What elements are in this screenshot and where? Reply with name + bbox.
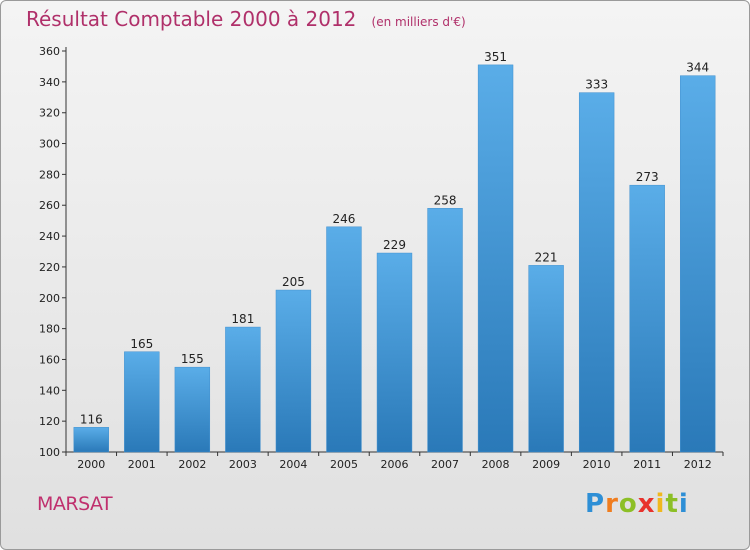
y-tick-label: 140	[39, 384, 60, 397]
chart-title: Résultat Comptable 2000 à 2012	[26, 7, 357, 31]
y-tick-label: 120	[39, 415, 60, 428]
bar-2009	[528, 265, 564, 453]
bar-2000	[73, 427, 109, 453]
data-label-2002: 155	[181, 352, 204, 366]
commune-name: MARSAT	[37, 493, 113, 515]
data-label-2007: 258	[434, 193, 457, 207]
y-tick-label: 300	[39, 138, 60, 151]
logo-letter: P	[585, 489, 606, 519]
logo-letter: i	[678, 489, 689, 519]
bar-2002	[174, 366, 211, 453]
data-label-2001: 165	[130, 337, 153, 351]
x-tick-label-2011: 2011	[633, 458, 661, 471]
data-label-2011: 273	[636, 170, 659, 184]
x-tick-label-2006: 2006	[381, 458, 409, 471]
y-tick-label: 260	[39, 199, 60, 212]
data-label-2010: 333	[585, 78, 608, 92]
x-tick-label-2001: 2001	[128, 458, 156, 471]
bar-2012	[680, 75, 716, 453]
data-label-2004: 205	[282, 275, 305, 289]
data-label-2003: 181	[231, 312, 254, 326]
bar-2006	[376, 252, 413, 453]
bar-2008	[477, 64, 514, 453]
logo-letter: r	[605, 489, 619, 519]
x-tick-label-2012: 2012	[684, 458, 712, 471]
y-tick-label: 320	[39, 107, 60, 120]
x-tick-label-2007: 2007	[431, 458, 459, 471]
data-label-2008: 351	[484, 50, 507, 64]
bar-2004	[275, 289, 312, 453]
y-tick-label: 160	[39, 353, 60, 366]
bar-2001	[124, 351, 160, 453]
x-tick-label-2009: 2009	[532, 458, 560, 471]
data-label-2009: 221	[535, 250, 558, 264]
y-tick-label: 280	[39, 168, 60, 181]
y-tick-label: 240	[39, 230, 60, 243]
y-tick-label: 100	[39, 446, 60, 459]
bar-2010	[578, 92, 615, 453]
data-label-2005: 246	[333, 212, 356, 226]
x-tick-label-2005: 2005	[330, 458, 358, 471]
x-tick-label-2004: 2004	[279, 458, 307, 471]
logo-letter: t	[665, 489, 679, 519]
y-tick-label: 200	[39, 292, 60, 305]
bar-2005	[326, 226, 362, 453]
data-label-2012: 344	[686, 61, 709, 75]
y-tick-label: 360	[39, 45, 60, 58]
y-tick-label: 220	[39, 261, 60, 274]
x-tick-label-2003: 2003	[229, 458, 257, 471]
logo-letter: i	[655, 489, 666, 519]
x-tick-label-2002: 2002	[178, 458, 206, 471]
data-label-2006: 229	[383, 238, 406, 252]
x-tick-label-2008: 2008	[482, 458, 510, 471]
y-tick-label: 340	[39, 76, 60, 89]
title-row: Résultat Comptable 2000 à 2012 (en milli…	[26, 7, 466, 31]
bar-2011	[629, 184, 665, 453]
logo-letter: x	[637, 489, 656, 519]
unit-label: (en milliers d'€)	[371, 15, 466, 29]
proxiti-logo: Proxiti	[585, 489, 689, 519]
bar-2007	[427, 208, 463, 453]
data-label-2000: 116	[80, 412, 103, 426]
logo-letter: o	[618, 489, 638, 519]
bar-2003	[225, 326, 261, 453]
x-tick-label-2010: 2010	[583, 458, 611, 471]
y-tick-label: 180	[39, 323, 60, 336]
x-tick-label-2000: 2000	[77, 458, 105, 471]
